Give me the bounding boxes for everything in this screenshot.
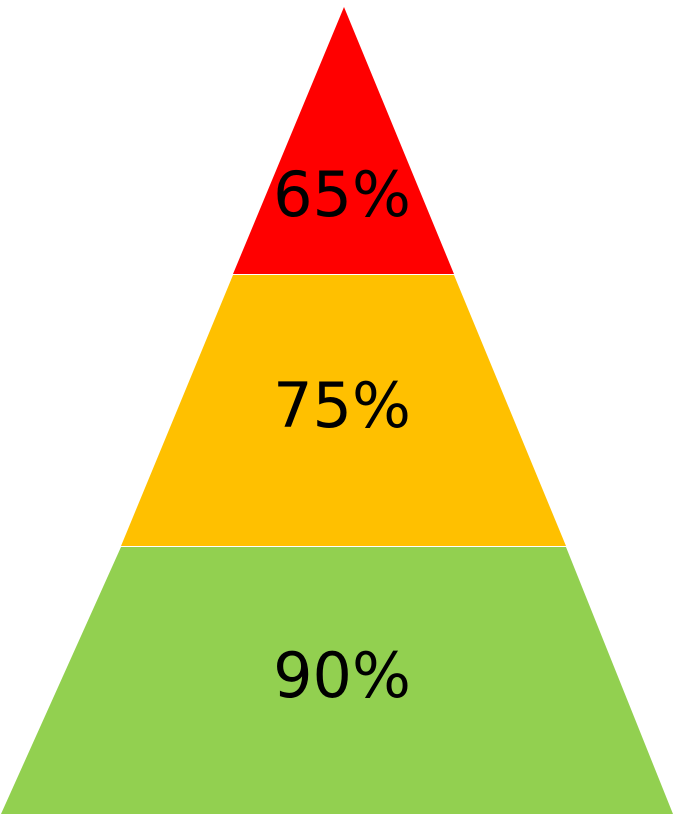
pyramid-tier-top (233, 7, 454, 274)
pyramid-tier-bottom (1, 547, 673, 814)
pyramid-tier-middle-label: 75% (273, 369, 411, 442)
pyramid-tier-bottom-label: 90% (273, 639, 411, 712)
pyramid-tier-middle (121, 275, 566, 546)
pyramid-tier-top-label: 65% (273, 158, 411, 231)
